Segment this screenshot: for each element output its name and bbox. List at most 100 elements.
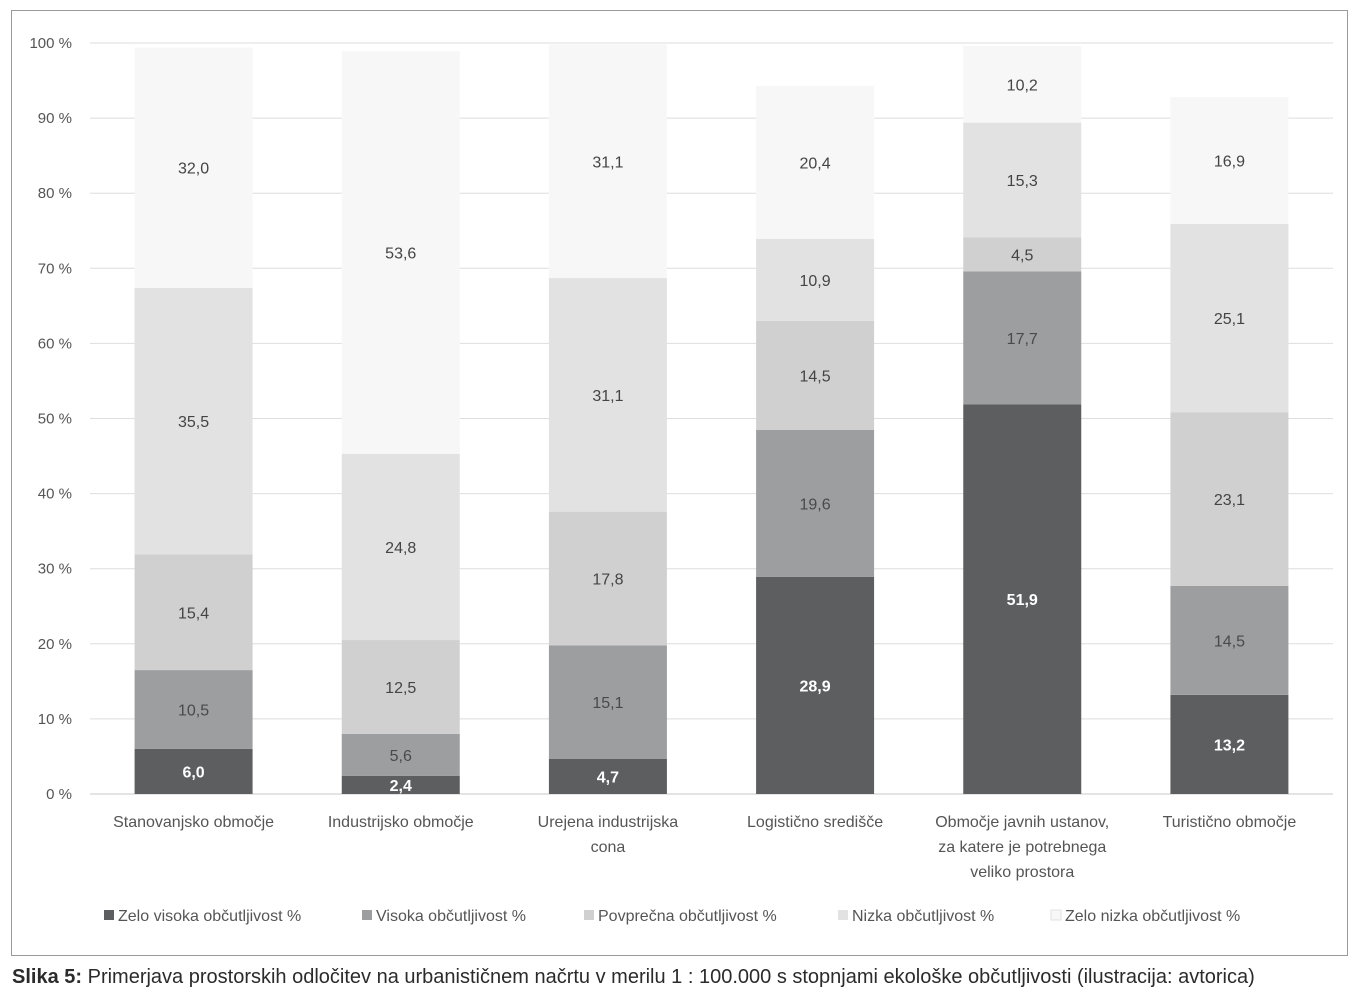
bar-stack: 28,9 19,6 14,5 10,9 20,4 [756,85,875,794]
data-label: 51,9 [1007,592,1038,609]
bar-segment [963,122,1082,238]
data-label: 32,0 [178,161,209,178]
data-label: 10,5 [178,703,209,720]
bar-segment [963,404,1082,794]
data-label: 19,6 [800,496,831,513]
bar-segment [134,47,253,288]
data-label: 10,9 [800,273,831,290]
y-tick-label: 30 % [38,561,72,578]
legend-item: Nizka občutljivost % [838,908,994,925]
data-label: 6,0 [182,764,204,781]
bar-segment [548,44,667,279]
legend-label: Zelo nizka občutljivost % [1065,908,1240,925]
bar-stack: 4,7 15,1 17,8 31,1 31,1 [548,44,667,794]
data-label: 5,6 [390,748,412,765]
y-tick-label: 70 % [38,260,72,277]
bar-stack: 2,4 5,6 12,5 24,8 53,6 [341,51,460,795]
bar-segment [341,640,460,734]
data-label: 25,1 [1214,311,1245,328]
bar-segment [756,85,875,240]
data-label: 16,9 [1214,154,1245,171]
legend-label: Nizka občutljivost % [852,908,994,925]
data-label: 2,4 [390,778,412,795]
x-tick-label: Industrijsko območje [328,814,474,831]
data-label: 53,6 [385,246,416,263]
y-tick-label: 20 % [38,636,72,653]
legend-swatch [104,910,114,920]
y-tick-label: 100 % [29,35,72,52]
bar-segment [341,453,460,641]
bar-segment [548,645,667,759]
data-label: 12,5 [385,680,416,697]
x-tick-label: Urejena industrijska cona [538,814,679,856]
legend-item: Povprečna občutljivost % [584,908,777,925]
data-label: 17,7 [1007,331,1038,348]
data-label: 4,5 [1011,247,1033,264]
x-tick-label: Območje javnih ustanov, za katere je potr… [935,814,1109,881]
legend-label: Povprečna občutljivost % [598,908,777,925]
bar-segment [548,278,667,512]
chart-frame [11,10,1348,956]
y-axis: 0 % 10 % 20 % 30 % 40 % 50 % 60 % 70 % 80 % 90 % 1… [29,35,72,803]
bar-segment [134,670,253,749]
x-tick-label: Turistično območje [1163,814,1297,831]
legend-item: Zelo visoka občutljivost % [104,908,301,925]
y-tick-label: 40 % [38,486,72,503]
bar-segment [1170,223,1289,413]
bar-segment [341,733,460,776]
legend-label: Visoka občutljivost % [376,908,526,925]
data-label: 15,3 [1007,173,1038,190]
bar-segment [548,758,667,794]
legend: Zelo visoka občutljivost % Visoka občutlj… [104,908,1240,925]
x-tick-label: Stanovanjsko območje [113,814,274,831]
bar-segment [1170,585,1289,695]
stacked-bar-chart: 0 % 10 % 20 % 30 % 40 % 50 % 60 % 70 % 80 % 90 % 1… [29,35,1333,925]
bar-segment [341,51,460,454]
legend-swatch [362,910,372,920]
bar-stack: 13,2 14,5 23,1 25,1 16,9 [1170,97,1289,794]
bar-segment [341,775,460,794]
gridlines [90,42,1333,795]
bar-segment [963,271,1082,405]
bar-segment [134,748,253,794]
legend-swatch [584,910,594,920]
caption-lead: Slika 5: [12,966,83,988]
bar-segment [963,237,1082,272]
data-label: 24,8 [385,540,416,557]
data-label: 17,8 [592,571,623,588]
data-label: 14,5 [800,368,831,385]
bar-segment [134,554,253,671]
bars: 6,0 10,5 15,4 35,5 32,0 2,4 5,6 12,5 24,8 53,6 4,7… [134,44,1289,795]
caption-text: Primerjava prostorskih odločitev na urba… [82,966,1255,988]
data-label: 13,2 [1214,737,1245,754]
y-tick-label: 90 % [38,110,72,127]
y-tick-label: 50 % [38,411,72,428]
bar-segment [963,46,1082,123]
data-label: 35,5 [178,414,209,431]
bar-segment [756,576,875,794]
data-label: 15,4 [178,605,209,622]
data-label: 23,1 [1214,492,1245,509]
data-label: 28,9 [800,678,831,695]
data-label: 4,7 [597,769,619,786]
bar-segment [134,287,253,555]
bar-segment [1170,97,1289,224]
data-label: 31,1 [592,154,623,171]
legend-swatch [1050,909,1062,921]
bar-stack: 51,9 17,7 4,5 15,3 10,2 [963,46,1082,794]
legend-item: Zelo nizka občutljivost % [1050,908,1240,925]
data-label: 15,1 [592,695,623,712]
y-tick-label: 0 % [46,786,72,803]
legend-label: Zelo visoka občutljivost % [118,908,301,925]
x-tick-label: Logistično središče [747,814,883,831]
bar-segment [548,511,667,646]
y-tick-label: 10 % [38,711,72,728]
legend-swatch [838,910,848,920]
bar-segment [1170,412,1289,586]
figure-caption: Slika 5: Primerjava prostorskih odločite… [12,966,1352,989]
bar-segment [756,320,875,430]
bar-stack: 6,0 10,5 15,4 35,5 32,0 [134,47,253,794]
data-label: 10,2 [1007,77,1038,94]
legend-item: Visoka občutljivost % [362,908,526,925]
data-label: 14,5 [1214,633,1245,650]
